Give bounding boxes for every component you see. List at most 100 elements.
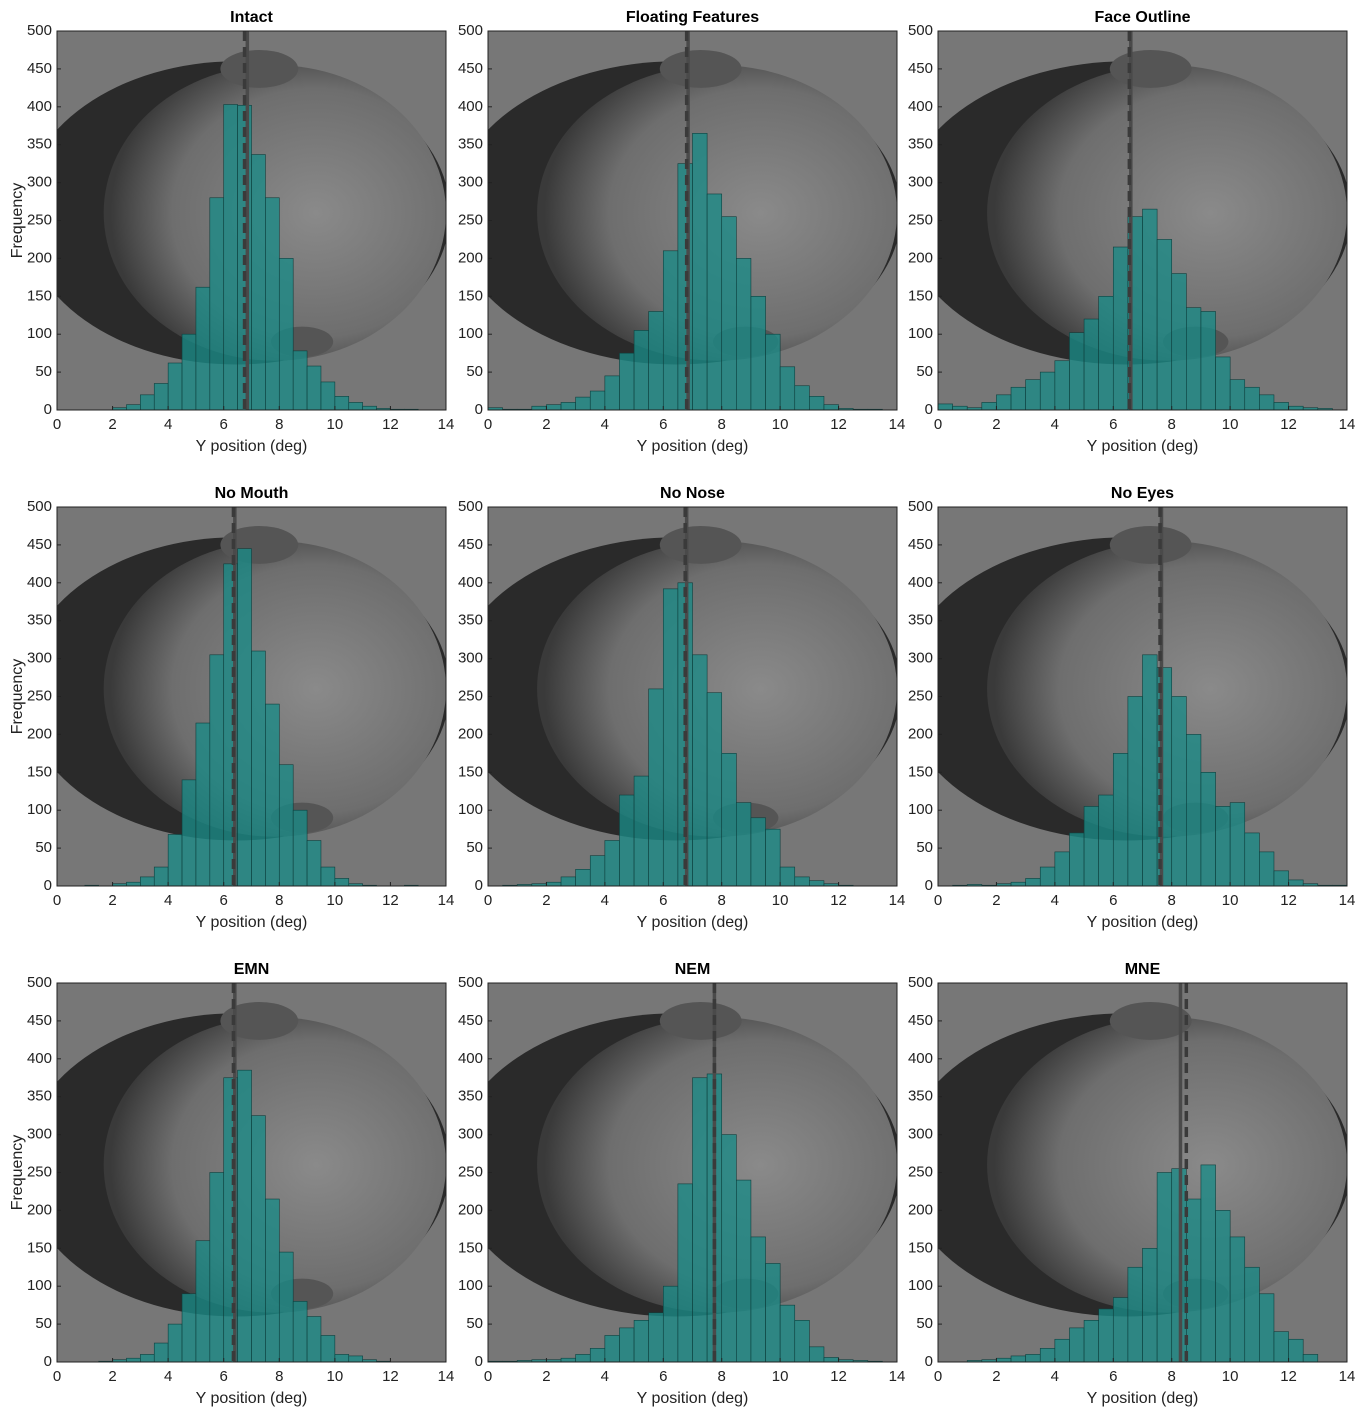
y-tick-label: 500: [458, 22, 483, 39]
x-axis-label: Y position (deg): [196, 1390, 308, 1407]
y-tick-label: 150: [908, 763, 933, 780]
bar: [1010, 386, 1026, 411]
ear: [659, 525, 742, 564]
bar: [195, 722, 211, 887]
y-tick-label: 450: [27, 536, 52, 553]
y-tick-label: 450: [458, 536, 483, 553]
bar: [1010, 881, 1026, 887]
y-tick-label: 200: [27, 249, 52, 266]
bar: [1112, 1297, 1129, 1363]
y-tick-label: 150: [458, 1239, 483, 1256]
bar: [209, 1172, 225, 1363]
bar: [1083, 1320, 1099, 1363]
y-tick-label: 0: [44, 877, 52, 894]
bar: [604, 375, 620, 411]
x-tick-label: 8: [275, 1368, 283, 1385]
head: [103, 541, 446, 837]
bar: [692, 1077, 708, 1363]
x-tick-label: 14: [1339, 1368, 1356, 1385]
ear: [220, 1001, 299, 1040]
bar: [633, 330, 649, 411]
bar: [633, 1320, 649, 1363]
x-tick-label: 10: [1222, 892, 1239, 909]
x-tick-label: 0: [484, 1368, 492, 1385]
panel: 0 50 100 150 200 250 300 350 400 450 500 0 2 4 6 8 10 12 1…: [9, 9, 454, 455]
y-tick-label: 500: [27, 22, 52, 39]
head: [987, 1017, 1347, 1313]
x-tick-label: 12: [382, 416, 399, 433]
panel: 0 50 100 150 200 250 300 350 400 450 500 0 2 4 6 8 10 12 1…: [9, 485, 454, 931]
x-tick-label: 0: [934, 1368, 942, 1385]
bars: [502, 582, 854, 887]
panel: 0 50 100 150 200 250 300 350 400 450 500 0 2 4 6 8 10 12 1…: [9, 961, 454, 1407]
y-tick-label: 200: [27, 725, 52, 742]
x-tick-label: 10: [772, 416, 789, 433]
y-tick-label: 100: [458, 801, 483, 818]
x-tick-label: 14: [438, 1368, 455, 1385]
bar: [334, 396, 350, 411]
y-tick-label: 500: [27, 498, 52, 515]
y-tick-label: 0: [44, 401, 52, 418]
y-tick-label: 450: [908, 60, 933, 77]
x-tick-label: 4: [164, 892, 172, 909]
y-tick-label: 350: [27, 1088, 52, 1105]
y-tick-label: 100: [458, 325, 483, 342]
bar: [706, 692, 723, 887]
y-tick-label: 150: [27, 287, 52, 304]
x-tick-label: 14: [1339, 416, 1356, 433]
bar: [334, 1354, 350, 1363]
y-axis-label: Frequency: [9, 1135, 26, 1211]
bar: [1039, 866, 1056, 887]
y-tick-label: 400: [27, 574, 52, 591]
y-tick-label: 250: [27, 687, 52, 704]
y-tick-label: 150: [458, 287, 483, 304]
bars: [952, 654, 1348, 887]
bar: [1200, 1164, 1216, 1363]
x-tick-label: 8: [1168, 892, 1176, 909]
bar: [1244, 1266, 1260, 1363]
y-tick-label: 0: [475, 401, 483, 418]
bar: [1186, 1198, 1202, 1363]
x-tick-label: 6: [659, 892, 667, 909]
bar: [1171, 273, 1187, 411]
y-axis-label: Frequency: [9, 183, 26, 259]
bar: [209, 654, 225, 887]
x-tick-label: 4: [1051, 1368, 1059, 1385]
x-tick-label: 14: [1339, 892, 1356, 909]
ear: [659, 49, 742, 88]
bar: [648, 1312, 664, 1363]
y-tick-label: 200: [908, 1201, 933, 1218]
bar: [292, 809, 308, 887]
bars: [98, 1069, 391, 1363]
bar: [1156, 1172, 1173, 1363]
y-tick-label: 50: [466, 363, 483, 380]
bar: [794, 385, 810, 411]
bar: [952, 405, 968, 411]
x-tick-label: 14: [438, 416, 455, 433]
bar: [306, 365, 322, 411]
panel-title: Intact: [230, 9, 273, 26]
y-tick-label: 350: [458, 136, 483, 153]
bar: [1200, 311, 1216, 411]
y-tick-label: 350: [908, 612, 933, 629]
x-tick-label: 6: [659, 416, 667, 433]
panel: 0 50 100 150 200 250 300 350 400 450 500 0 2 4 6 8 10 12 1…: [458, 485, 905, 931]
y-tick-label: 300: [27, 1126, 52, 1143]
bar: [1229, 379, 1246, 411]
y-tick-label: 100: [458, 1277, 483, 1294]
x-tick-label: 4: [164, 1368, 172, 1385]
x-tick-label: 10: [1222, 416, 1239, 433]
bar: [1302, 1354, 1319, 1363]
bar: [721, 1134, 737, 1363]
bar: [1112, 753, 1129, 887]
y-tick-label: 450: [908, 1012, 933, 1029]
x-tick-label: 6: [1109, 416, 1117, 433]
bar: [1083, 318, 1099, 411]
bar: [1259, 1293, 1275, 1363]
bar: [1171, 696, 1187, 887]
bar: [153, 383, 169, 411]
bar: [126, 881, 141, 887]
head: [537, 541, 897, 837]
bar: [662, 588, 679, 887]
x-tick-label: 8: [275, 416, 283, 433]
